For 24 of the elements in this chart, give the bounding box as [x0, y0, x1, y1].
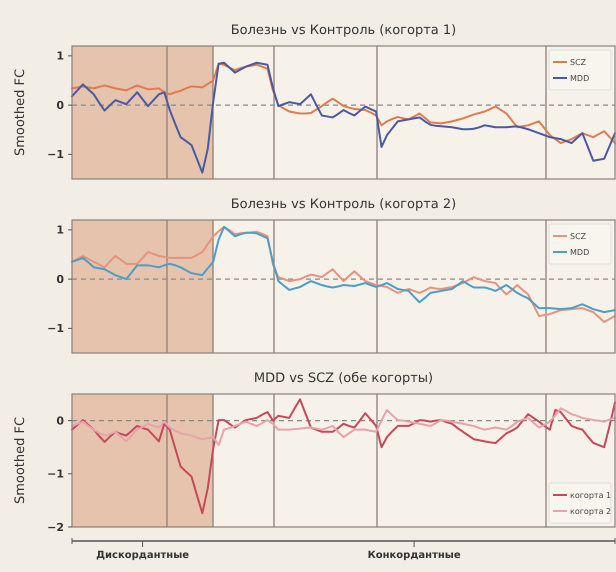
y-tick-label: 1	[56, 224, 64, 237]
chart-title: MDD vs SCZ (обе когорты)	[254, 371, 434, 386]
line-series	[71, 398, 616, 514]
y-tick-label: −1	[47, 322, 64, 336]
y-tick-label: −1	[47, 468, 64, 481]
line-series	[71, 407, 616, 446]
y-axis-title: Smoothed FC	[13, 416, 28, 504]
y-tick-label: 0	[56, 98, 64, 112]
y-tick-label: −1	[47, 148, 64, 162]
legend-label: SCZ	[570, 232, 587, 241]
x-tick-label: Конкордантные	[368, 550, 461, 561]
legend-label: когорта 2	[570, 506, 612, 516]
legend-label: когорта 1	[570, 490, 612, 500]
legend-label: MDD	[570, 74, 590, 83]
y-tick-label: 0	[56, 414, 64, 428]
y-tick-label: −2	[47, 520, 64, 534]
y-tick-label: 1	[56, 50, 64, 63]
legend-label: MDD	[570, 248, 590, 257]
x-tick-label: Дискордантные	[96, 550, 190, 561]
y-axis-title: Smoothed FC	[13, 68, 28, 156]
y-tick-label: 0	[56, 272, 64, 286]
chart-title: Болезнь vs Контроль (когорта 1)	[230, 23, 456, 38]
legend-label: SCZ	[570, 58, 587, 67]
chart-title: Болезнь vs Контроль (когорта 2)	[230, 197, 456, 212]
